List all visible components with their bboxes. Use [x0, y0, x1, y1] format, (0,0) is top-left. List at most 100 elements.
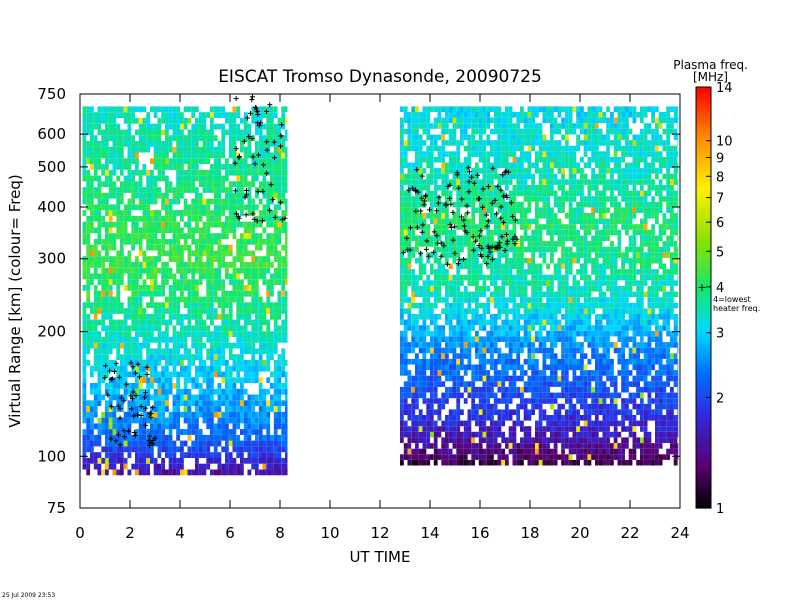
heatmap-cell [505, 297, 509, 303]
heatmap-cell [430, 409, 434, 415]
heatmap-cell [407, 370, 412, 376]
heatmap-cell [236, 285, 241, 291]
heatmap-cell [183, 331, 188, 337]
heatmap-cell [422, 454, 427, 460]
heatmap-cell [285, 169, 288, 176]
heatmap-cell [213, 187, 218, 193]
heatmap-cell [482, 347, 487, 354]
heatmap-cell [463, 286, 468, 292]
heatmap-cell [232, 296, 237, 303]
heatmap-cell [285, 279, 288, 286]
heatmap-cell [191, 146, 196, 153]
heatmap-cell [138, 388, 143, 395]
heatmap-cell [535, 263, 539, 270]
heatmap-cell [225, 215, 229, 222]
heatmap-cell [523, 280, 528, 286]
heatmap-cell [105, 279, 109, 286]
heatmap-cell [135, 273, 139, 280]
heatmap-cell [228, 342, 233, 349]
heatmap-cell [135, 371, 139, 378]
heatmap-cell [456, 398, 461, 404]
heatmap-cell [135, 152, 139, 159]
heatmap-cell [490, 426, 494, 432]
heatmap-cell [221, 221, 226, 228]
heatmap-cell [247, 371, 252, 378]
heatmap-cell [86, 267, 91, 274]
heatmap-cell [240, 342, 244, 349]
heatmap-cell [281, 164, 286, 170]
heatmap-cell [123, 463, 128, 470]
heatmap-cell [273, 302, 278, 309]
heatmap-cell [176, 302, 180, 309]
heatmap-cell [93, 331, 98, 337]
heatmap-cell [135, 192, 139, 199]
heatmap-cell [142, 233, 147, 239]
heatmap-cell [202, 262, 207, 268]
heatmap-cell [172, 215, 177, 222]
heatmap-cell [225, 446, 229, 453]
heatmap-cell [505, 269, 509, 275]
heatmap-cell [538, 128, 543, 135]
heatmap-cell [538, 123, 543, 129]
heatmap-cell [112, 411, 117, 418]
heatmap-cell [422, 128, 427, 135]
heatmap-cell [153, 336, 158, 343]
heatmap-cell [411, 168, 416, 174]
heatmap-cell [251, 308, 256, 314]
heatmap-cell [478, 302, 483, 309]
heatmap-cell [187, 267, 192, 274]
heatmap-cell [228, 348, 233, 355]
heatmap-cell [531, 145, 535, 152]
heatmap-cell [191, 198, 196, 205]
heatmap-cell [456, 213, 461, 219]
heatmap-cell [486, 286, 490, 292]
heatmap-cell [400, 415, 404, 421]
heatmap-cell [165, 198, 169, 205]
heatmap-cell [512, 252, 517, 258]
heatmap-cell [535, 185, 539, 191]
heatmap-cell [430, 342, 434, 348]
heatmap-cell [225, 336, 229, 343]
heatmap-cell [475, 229, 479, 236]
heatmap-cell [430, 280, 434, 286]
heatmap-cell [172, 256, 177, 262]
heatmap-cell [273, 169, 278, 176]
heatmap-cell [411, 454, 416, 460]
heatmap-cell [448, 302, 453, 309]
heatmap-cell [527, 151, 532, 157]
heatmap-cell [183, 152, 188, 159]
heatmap-cell [251, 238, 256, 245]
heatmap-cell [90, 331, 94, 337]
heatmap-cell [180, 365, 184, 372]
heatmap-cell [198, 469, 203, 476]
heatmap-cell [460, 342, 464, 348]
heatmap-cell [198, 244, 203, 251]
heatmap-cell [448, 347, 453, 354]
heatmap-cell [493, 291, 498, 298]
heatmap-cell [221, 198, 226, 205]
heatmap-cell [471, 263, 475, 270]
heatmap-cell [243, 244, 248, 251]
heatmap-cell [270, 406, 274, 412]
heatmap-cell [97, 146, 102, 153]
heatmap-cell [172, 417, 177, 424]
heatmap-cell [258, 123, 263, 130]
heatmap-cell [418, 454, 423, 460]
heatmap-cell [176, 221, 180, 228]
heatmap-cell [213, 440, 218, 447]
heatmap-cell [108, 227, 113, 234]
heatmap-cell [467, 459, 472, 466]
heatmap-cell [213, 325, 218, 332]
heatmap-cell [157, 175, 162, 182]
heatmap-cell [467, 420, 472, 427]
heatmap-cell [433, 297, 438, 303]
heatmap-cell [116, 221, 121, 228]
heatmap-cell [531, 443, 535, 449]
heatmap-cell [206, 158, 211, 165]
heatmap-cell [165, 383, 169, 389]
heatmap-cell [281, 423, 286, 430]
heatmap-cell [236, 406, 241, 412]
heatmap-cell [285, 296, 288, 303]
heatmap-cell [120, 233, 124, 239]
heatmap-cell [437, 398, 442, 404]
